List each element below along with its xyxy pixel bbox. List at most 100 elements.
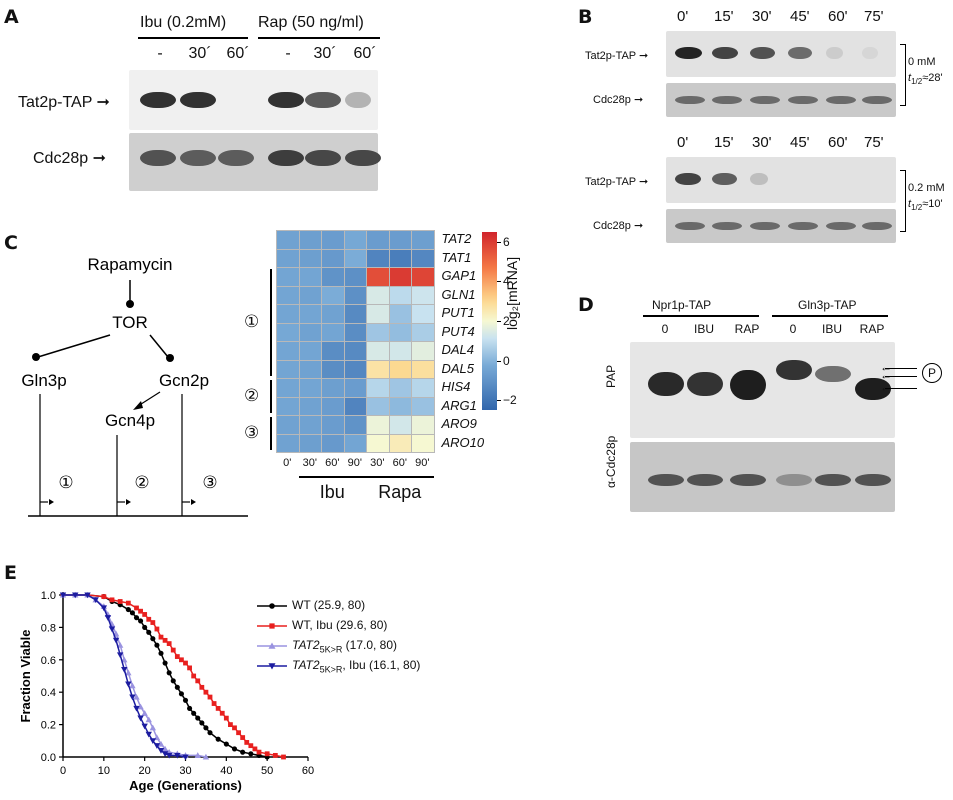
data-point	[252, 746, 258, 752]
heatmap-cell	[321, 267, 345, 287]
data-point	[269, 603, 275, 609]
heatmap-cell	[343, 359, 367, 379]
data-point	[215, 706, 221, 711]
data-point	[191, 673, 197, 679]
data-point	[146, 616, 152, 622]
heatmap-cell	[388, 341, 412, 361]
panel-b-time-label: 30'	[752, 134, 772, 151]
heatmap-gene-label: ARO9	[441, 416, 477, 431]
heatmap-cell	[276, 285, 300, 305]
panel-d-row-cdc28: α-Cdc28p	[604, 435, 618, 488]
panel-a-cdc28-band	[218, 150, 254, 166]
panel-b-concentration: 0.2 mM	[908, 182, 945, 194]
data-point	[84, 592, 91, 599]
panel-b-time-label: 0'	[677, 8, 689, 25]
heatmap-cell	[411, 396, 435, 416]
heatmap-gene-label: PUT1	[441, 305, 475, 320]
panel-label-b: B	[578, 6, 593, 28]
heatmap-gene-label: TAT2	[441, 231, 472, 246]
panel-a-cdc28-band	[345, 150, 381, 166]
data-point	[240, 749, 246, 755]
gcn4p-node: Gcn4p	[105, 411, 155, 430]
data-point	[202, 753, 210, 760]
data-point	[129, 694, 136, 701]
heatmap-cell	[298, 248, 322, 268]
panel-b-row-cdc28: Cdc28p ➞	[593, 94, 644, 106]
heatmap-cell	[321, 285, 345, 305]
data-point	[194, 752, 201, 758]
panel-c-pathway-diagram: Rapamycin TOR Gln3p Gcn2p Gcn4p ① ② ③	[21, 255, 248, 517]
data-point	[240, 735, 246, 740]
panel-b-halflife: t1/2≈28'	[908, 72, 943, 87]
panel-b-bracket	[900, 44, 906, 106]
data-point	[141, 723, 148, 730]
legend-swatch	[257, 642, 287, 649]
panel-d-lane-label: IBU	[821, 322, 842, 336]
x-tick-label: 10	[98, 765, 110, 777]
inhibition-dot	[32, 353, 40, 361]
data-point	[92, 597, 99, 604]
panel-label-a: A	[4, 6, 19, 28]
arrowhead: ←	[880, 380, 892, 394]
panel-d-cdc28-band	[648, 474, 684, 486]
data-point	[133, 705, 140, 712]
data-point	[228, 722, 233, 727]
data-point	[187, 665, 192, 671]
data-point	[187, 705, 193, 711]
panel-b-cdc28-band	[675, 222, 705, 230]
panel-b-time-label: 0'	[677, 134, 689, 151]
heatmap-cell	[411, 341, 435, 361]
panel-d-group-gln3: Gln3p-TAP	[798, 298, 857, 312]
panel-b-time-label: 30'	[752, 8, 772, 25]
data-point	[269, 623, 275, 629]
heatmap-cell	[388, 322, 412, 342]
cluster-label: ①	[244, 311, 260, 331]
data-point	[149, 724, 157, 731]
panel-b-time-label: 45'	[790, 8, 810, 25]
heatmap-gene-label: ARG1	[441, 397, 477, 413]
data-point	[59, 592, 67, 599]
panel-b-row-tat2: Tat2p-TAP ➞	[585, 176, 649, 188]
data-point	[146, 629, 152, 635]
data-point	[236, 730, 241, 736]
data-point	[179, 657, 184, 663]
target-1: ①	[58, 473, 73, 492]
data-point	[72, 592, 79, 599]
data-point	[104, 615, 112, 621]
data-point	[215, 736, 221, 742]
data-point	[138, 618, 144, 624]
panel-b-tat2-band	[712, 47, 738, 59]
heatmap-cell	[276, 267, 300, 287]
heatmap-cell	[388, 267, 412, 287]
heatmap-cell	[366, 415, 390, 435]
series-group	[60, 592, 286, 760]
data-point	[170, 647, 176, 653]
data-point	[112, 637, 120, 644]
data-point	[162, 660, 168, 666]
heatmap-gene-label: DAL4	[441, 342, 475, 357]
data-point	[199, 720, 205, 726]
heatmap-cell	[276, 341, 300, 361]
inhibition-dot	[126, 300, 134, 308]
x-tick-label: 30	[179, 765, 191, 777]
legend-label: TAT25K>R, Ibu (16.1, 80)	[292, 658, 421, 675]
panel-b-cdc28-band	[675, 96, 705, 104]
panel-a-cdc28-band	[140, 150, 176, 166]
heatmap-cell	[366, 378, 390, 398]
x-tick-label: 40	[220, 765, 232, 777]
data-point	[121, 666, 128, 673]
heatmap-cell	[298, 433, 322, 453]
heatmap-column-label: 30'	[302, 457, 317, 469]
panel-a-lane-label: 60´	[226, 45, 250, 62]
data-point	[150, 620, 156, 625]
data-point	[223, 741, 229, 747]
colorbar-tick	[497, 241, 501, 243]
heatmap-cell	[343, 433, 367, 453]
data-point	[281, 754, 286, 760]
ibu-group-line	[298, 476, 366, 478]
heatmap-cell	[366, 248, 390, 268]
heatmap-cell	[298, 267, 322, 287]
data-point	[256, 749, 262, 755]
data-point	[154, 626, 160, 632]
panel-b-cdc28-band	[788, 222, 818, 230]
